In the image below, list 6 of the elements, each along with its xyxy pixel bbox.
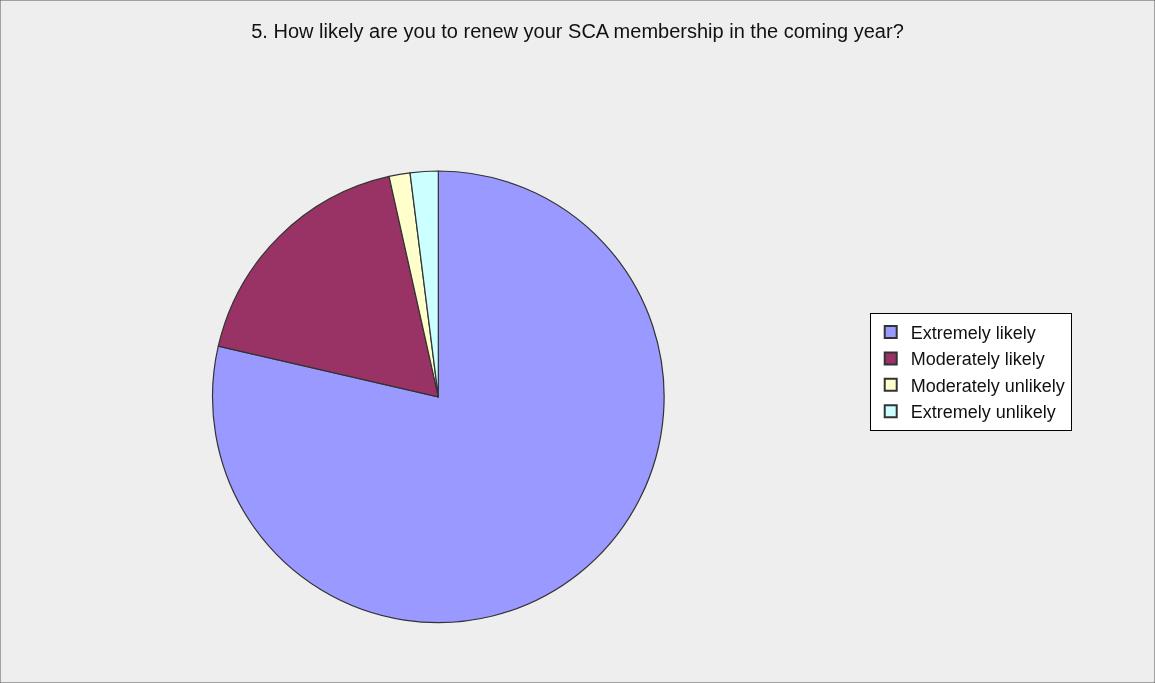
legend-label: Moderately unlikely <box>910 375 1065 396</box>
chart-title: 5. How likely are you to renew your SCA membership in the coming year? <box>251 19 904 42</box>
legend-label: Extremely unlikely <box>910 402 1056 423</box>
legend-label: Moderately likely <box>910 349 1045 370</box>
legend-label: Extremely likely <box>910 323 1036 344</box>
pie-slice <box>212 170 665 624</box>
